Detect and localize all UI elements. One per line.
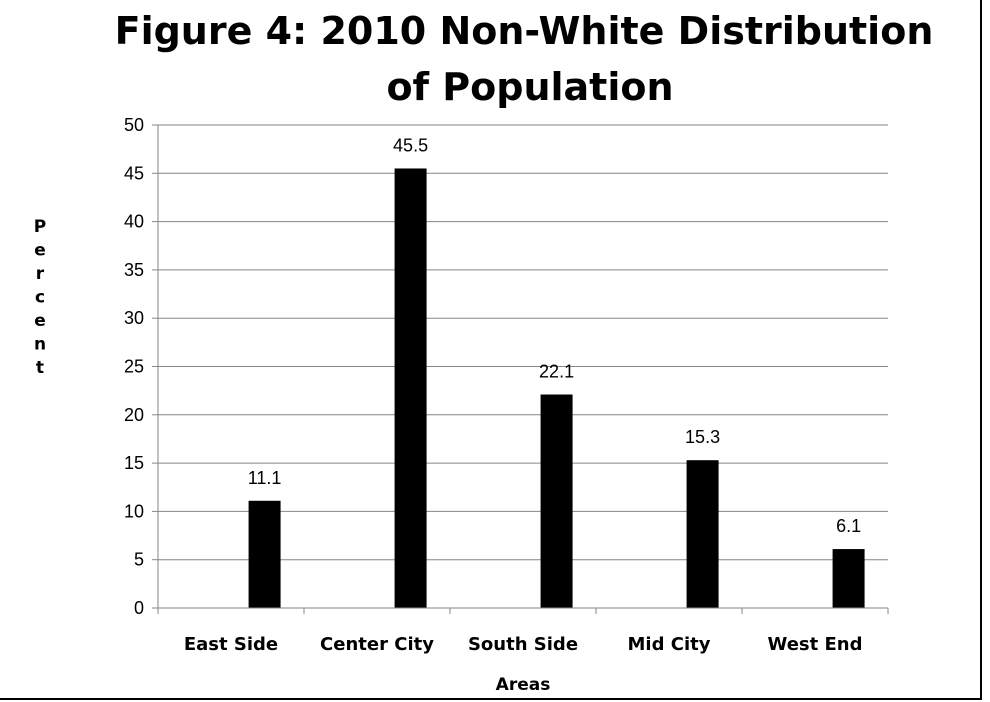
- data-label: 45.5: [393, 135, 428, 155]
- y-tick-label: 15: [124, 453, 144, 473]
- chart-title-line-2: of Population: [386, 65, 673, 109]
- x-axis-title: Areas: [496, 675, 551, 695]
- y-tick-label: 30: [124, 308, 144, 328]
- x-tick-label: South Side: [468, 634, 578, 655]
- y-tick-label: 25: [124, 357, 144, 377]
- y-axis-title-letter: c: [35, 288, 45, 308]
- y-tick-label: 35: [124, 260, 144, 280]
- data-labels: 11.1 45.5 22.1 15.3 6.1: [248, 135, 861, 536]
- gridlines: [158, 124, 888, 561]
- y-tick-label: 20: [124, 405, 144, 425]
- x-tick-label: Mid City: [628, 634, 711, 655]
- data-label: 15.3: [685, 427, 720, 447]
- y-tick-label: 45: [124, 163, 144, 183]
- chart-title: Figure 4: 2010 Non-White Distribution of…: [115, 9, 934, 109]
- bar-center-city: [394, 168, 427, 608]
- bar-west-end: [832, 549, 865, 608]
- x-tick-label: West End: [767, 634, 862, 655]
- y-tick-label: 10: [124, 501, 144, 521]
- x-tick-label: Center City: [320, 634, 434, 655]
- data-label: 11.1: [248, 468, 282, 488]
- data-label: 6.1: [836, 516, 861, 536]
- y-axis-title-letter: r: [36, 264, 45, 284]
- bars: [248, 168, 865, 608]
- y-axis-title-letter: t: [36, 358, 44, 378]
- bar-mid-city: [686, 460, 719, 608]
- y-axis-title-letter: P: [34, 217, 46, 237]
- y-tick-label: 50: [124, 115, 144, 135]
- y-tick-label: 40: [124, 212, 144, 232]
- y-axis-title-letter: e: [34, 241, 46, 261]
- bar-south-side: [540, 394, 573, 608]
- x-axis: East Side Center City South Side Mid City We…: [157, 125, 889, 655]
- y-axis-title-letter: n: [34, 335, 46, 355]
- y-axis-title-letter: e: [34, 311, 46, 331]
- chart-title-line-1: Figure 4: 2010 Non-White Distribution: [115, 9, 934, 53]
- y-axis-tick-labels: 0 5 10 15 20 25 30 35 40 45 50: [124, 115, 158, 618]
- x-tick-label: East Side: [184, 634, 278, 655]
- bar-east-side: [248, 500, 281, 608]
- data-label: 22.1: [539, 362, 574, 382]
- y-tick-label: 0: [134, 598, 144, 618]
- y-tick-label: 5: [134, 550, 144, 570]
